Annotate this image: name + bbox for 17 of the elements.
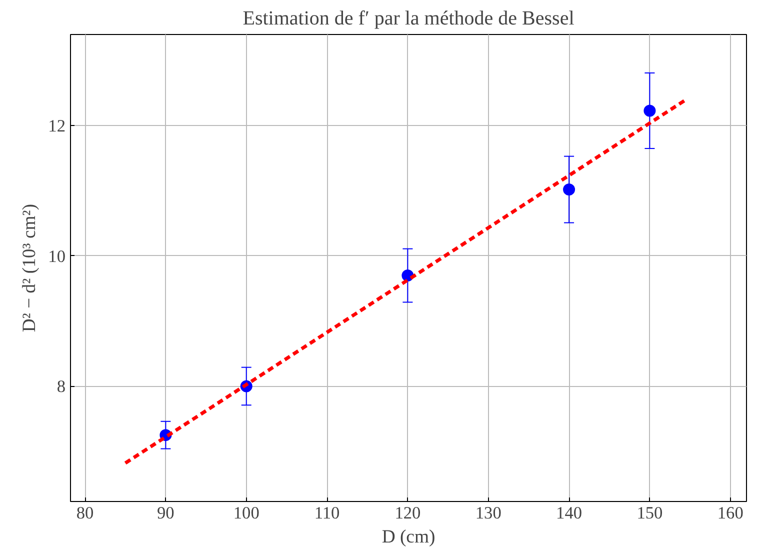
point: [563, 184, 576, 196]
point: [644, 104, 656, 117]
y-tick-label: 8: [56, 377, 66, 396]
x-tick-label: 130: [475, 504, 502, 522]
y-tick-label: 12: [48, 116, 66, 136]
x-tick-label: 120: [394, 504, 421, 522]
chart-title: Estimation de f′ par la méthode de Bessel: [242, 8, 575, 30]
x-tick-label: 100: [233, 504, 260, 522]
x-tick-label: 140: [556, 504, 582, 522]
x-tick-label: 90: [157, 504, 174, 522]
x-tick-label: 150: [636, 504, 663, 522]
x-tick-label: 110: [314, 504, 340, 522]
x-axis-title: D (cm): [382, 526, 436, 548]
y-tick-label: 10: [48, 246, 66, 266]
x-tick-label: 80: [76, 504, 94, 522]
x-tick-label: 160: [717, 504, 744, 522]
y-axis-title: D² − d² (10³ cm²): [19, 204, 40, 332]
